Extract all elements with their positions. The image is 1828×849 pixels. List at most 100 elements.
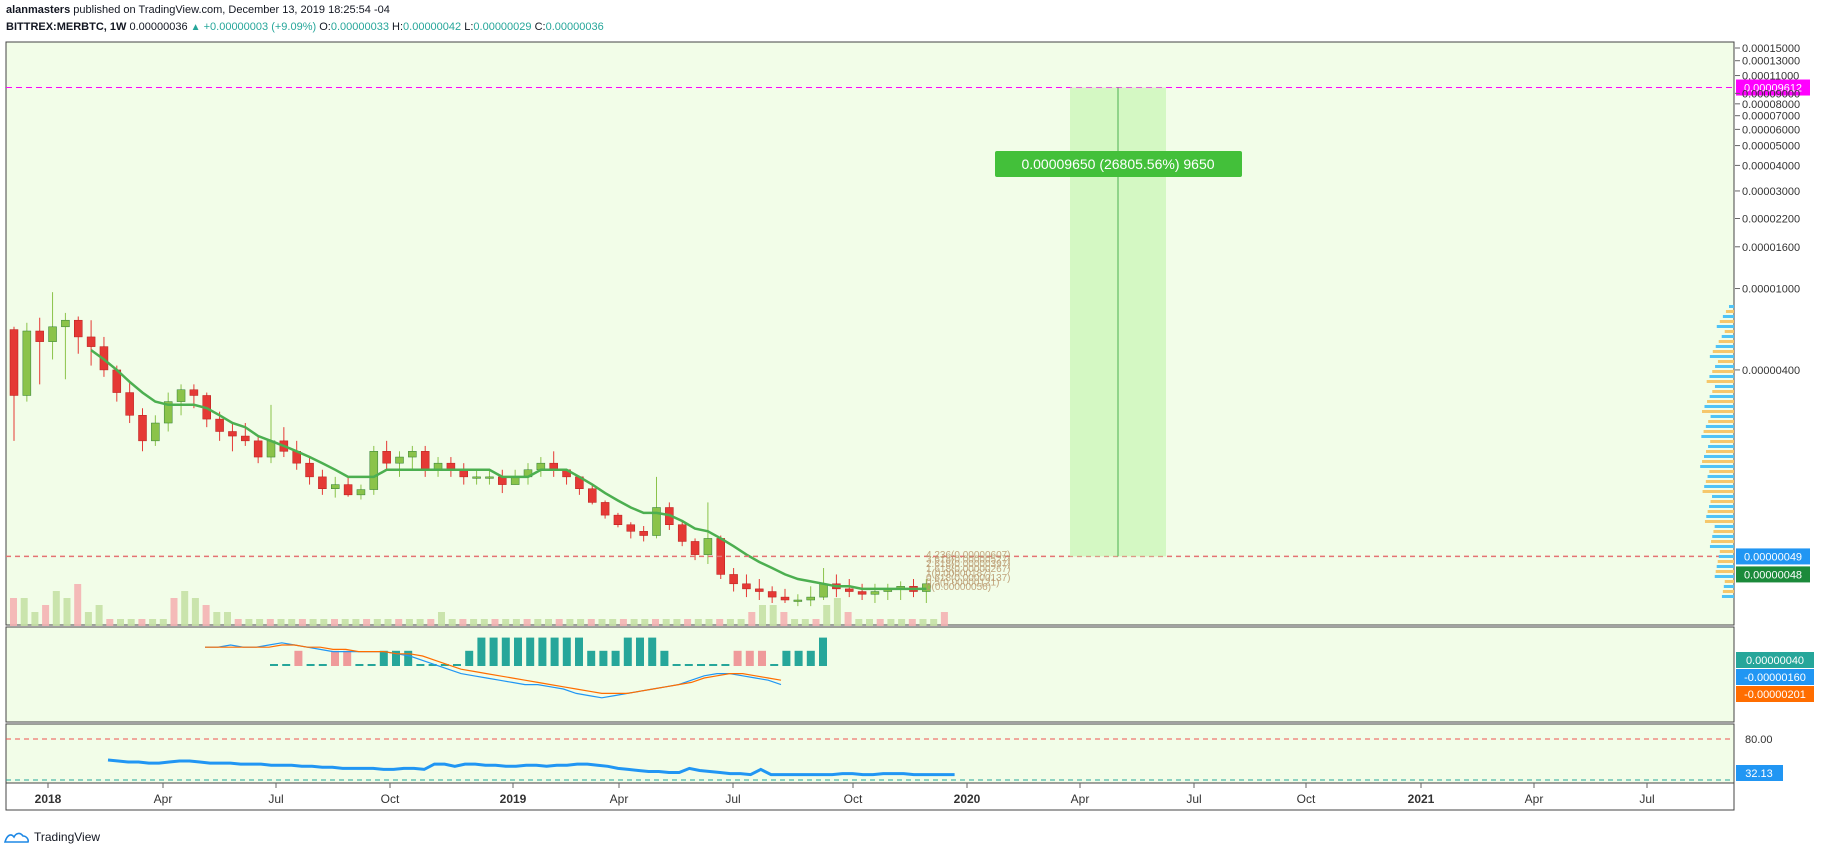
volume-profile-bar: [1707, 510, 1734, 513]
volume-bar: [780, 612, 788, 626]
price-tick-label: 0.00001000: [1742, 284, 1800, 296]
footer-brand[interactable]: TradingView: [4, 830, 100, 844]
volume-bar: [74, 584, 82, 626]
volume-bar: [598, 619, 606, 626]
macd-histogram-bar: [343, 650, 352, 666]
macd-histogram-bar: [379, 650, 388, 666]
macd-value-tag-label: 0.00000040: [1746, 655, 1804, 667]
volume-bar: [459, 619, 467, 626]
volume-bar: [577, 619, 585, 626]
macd-histogram-bar: [770, 664, 779, 666]
volume-bar: [705, 619, 713, 626]
volume-bar: [908, 619, 916, 626]
macd-histogram-bar: [758, 650, 766, 666]
volume-bar: [352, 619, 360, 626]
volume-bar: [10, 598, 17, 626]
time-tick-label: Jul: [1186, 792, 1201, 806]
macd-histogram-bar: [611, 650, 620, 666]
ema-price-tag-label: 0.00000048: [1744, 569, 1802, 581]
price-tick-label: 0.00006000: [1742, 124, 1800, 136]
time-tick-label: Apr: [154, 792, 173, 806]
candle-body: [253, 440, 263, 458]
candle-body: [793, 599, 803, 602]
volume-bar: [138, 619, 146, 626]
volume-profile-bar: [1712, 535, 1734, 538]
rsi-line: [107, 758, 955, 777]
macd-value-tag: [1736, 686, 1814, 702]
author-name[interactable]: alanmasters: [6, 4, 71, 16]
signal-line: [205, 644, 782, 694]
candle-body: [742, 583, 751, 590]
candle-body: [703, 538, 713, 555]
price-tick-label: 0.00001600: [1742, 242, 1800, 254]
current-price-tag: [1736, 548, 1810, 565]
volume-bar: [202, 605, 210, 626]
volume-profile-bar: [1708, 445, 1734, 448]
up-arrow-icon: ▲: [190, 22, 201, 33]
volume-profile-bar: [1709, 470, 1734, 473]
volume-bar: [266, 619, 274, 626]
volume-profile-bar: [1721, 595, 1734, 598]
price-tick-label: 0.00002200: [1742, 214, 1800, 226]
volume-profile-bar: [1715, 345, 1734, 348]
price-tick-label: 0.00015000: [1742, 43, 1800, 55]
macd-histogram-bar: [733, 650, 742, 666]
time-axis[interactable]: [5, 782, 1735, 811]
candle-body: [35, 330, 44, 342]
volume-bar: [684, 619, 692, 626]
macd-histogram-bar: [745, 650, 754, 666]
time-tick-label: 2020: [954, 792, 981, 806]
candle-body: [176, 389, 186, 402]
volume-profile-bar: [1704, 520, 1734, 523]
volume-profile-bar: [1729, 305, 1734, 308]
high-label: H:: [392, 21, 404, 33]
volume-bar: [930, 619, 938, 626]
macd-histogram-bar: [660, 650, 669, 666]
volume-bar: [716, 619, 724, 626]
high-price-tag: [1736, 79, 1810, 96]
volume-profile-bar: [1724, 330, 1734, 333]
candle-body: [588, 488, 597, 503]
volume-bar: [438, 612, 445, 626]
volume-bar: [42, 605, 50, 626]
volume-bar: [587, 619, 595, 626]
volume-bar: [801, 619, 809, 626]
macd-histogram-bar: [501, 637, 510, 666]
volume-bar: [95, 605, 103, 626]
volume-bar: [84, 612, 92, 626]
volume-profile-bar: [1709, 375, 1734, 378]
volume-bar: [823, 605, 831, 626]
macd-histogram-bar: [575, 637, 583, 666]
main-pane-bg: [5, 41, 1735, 626]
volume-profile-bar: [1704, 455, 1734, 458]
macd-histogram-bar: [697, 664, 705, 666]
volume-bar: [866, 619, 873, 626]
volume-profile-bar: [1710, 500, 1734, 503]
volume-profile-bar: [1719, 320, 1734, 323]
price-tick-label: 0.00011000: [1742, 71, 1799, 83]
publish-text: published on TradingView.com, December 1…: [73, 4, 390, 16]
macd-histogram-bar: [648, 637, 657, 666]
macd-histogram-bar: [477, 637, 486, 666]
price-tick-label: 0.00008000: [1742, 99, 1800, 111]
fib-level-label: 3.618(0.00000527): [926, 555, 1011, 566]
close-value: 0.00000036: [545, 21, 604, 33]
volume-bar: [470, 619, 478, 626]
macd-value-tag-label: -0.00000160: [1744, 672, 1806, 684]
volume-profile-bar: [1712, 370, 1734, 373]
publish-info: alanmasters published on TradingView.com…: [6, 4, 390, 16]
candle-body: [318, 476, 327, 489]
fib-level-label: 0(0.00000056): [926, 582, 991, 593]
volume-profile-bar: [1705, 425, 1734, 428]
volume-profile-bar: [1704, 405, 1734, 408]
measure-box[interactable]: [995, 151, 1242, 177]
macd-value-tag: [1736, 652, 1814, 668]
macd-pane-bg: [5, 626, 1735, 723]
macd-histogram-bar: [404, 650, 413, 666]
candle-body: [819, 583, 828, 598]
volume-bar: [106, 619, 114, 626]
volume-bar: [191, 598, 199, 626]
volume-profile-bar: [1702, 460, 1734, 463]
time-tick-label: 2018: [35, 792, 62, 806]
